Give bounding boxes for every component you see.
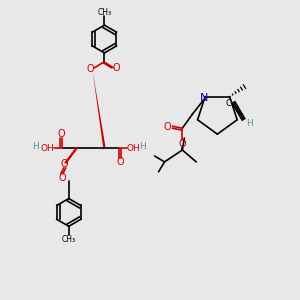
Text: O: O <box>164 122 171 132</box>
Text: C: C <box>226 99 232 108</box>
Text: H: H <box>32 142 38 151</box>
Text: O: O <box>57 129 64 139</box>
Text: O: O <box>87 64 94 74</box>
Text: O: O <box>178 139 186 149</box>
Text: O: O <box>116 157 124 167</box>
Text: H: H <box>246 119 253 128</box>
Text: O: O <box>58 173 66 183</box>
Text: OH: OH <box>126 143 140 152</box>
Text: N: N <box>200 92 208 103</box>
Text: O: O <box>112 63 120 73</box>
Text: O: O <box>61 159 69 169</box>
Text: CH₃: CH₃ <box>98 8 112 17</box>
Text: CH₃: CH₃ <box>62 235 76 244</box>
Text: H: H <box>139 142 145 151</box>
Text: OH: OH <box>40 143 54 152</box>
Polygon shape <box>92 71 105 149</box>
